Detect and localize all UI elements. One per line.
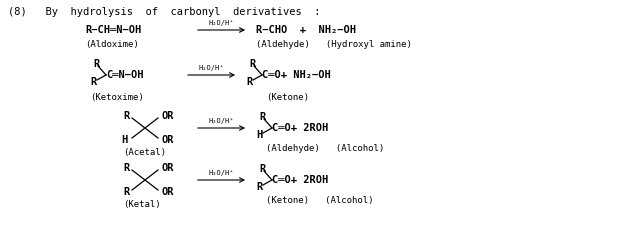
Text: (Ketone): (Ketone) [266,93,309,102]
Text: R: R [259,112,265,122]
Text: R: R [256,182,262,192]
Text: H₂O/H⁺: H₂O/H⁺ [209,170,234,176]
Text: R−CH═N−OH: R−CH═N−OH [85,25,141,35]
Text: C═O+ NH₂−OH: C═O+ NH₂−OH [262,70,331,80]
Text: OR: OR [161,111,174,121]
Text: OR: OR [161,135,174,145]
Text: R: R [249,59,256,69]
Text: OR: OR [161,187,174,197]
Text: R: R [123,163,129,173]
Text: R: R [90,77,96,87]
Text: (Ketoxime): (Ketoxime) [90,93,144,102]
Text: R: R [93,59,100,69]
Text: (8)   By  hydrolysis  of  carbonyl  derivatives  :: (8) By hydrolysis of carbonyl derivative… [8,7,321,17]
Text: (Aldehyde)   (Hydroxyl amine): (Aldehyde) (Hydroxyl amine) [256,40,412,49]
Text: H: H [256,130,262,140]
Text: R: R [123,187,129,197]
Text: C═O+ 2ROH: C═O+ 2ROH [272,175,328,185]
Text: H: H [121,135,127,145]
Text: (Aldehyde)   (Alcohol): (Aldehyde) (Alcohol) [266,144,384,153]
Text: H₂O/H⁺: H₂O/H⁺ [209,118,234,124]
Text: (Ketal): (Ketal) [123,200,160,209]
Text: H₂O/H⁺: H₂O/H⁺ [209,20,234,26]
Text: H₂O/H⁺: H₂O/H⁺ [198,65,224,71]
Text: C═N−OH: C═N−OH [106,70,143,80]
Text: R: R [123,111,129,121]
Text: (Ketone)   (Alcohol): (Ketone) (Alcohol) [266,196,373,205]
Text: OR: OR [161,163,174,173]
Text: R: R [259,164,265,174]
Text: (Aldoxime): (Aldoxime) [85,40,139,49]
Text: R: R [246,77,252,87]
Text: C═O+ 2ROH: C═O+ 2ROH [272,123,328,133]
Text: (Acetal): (Acetal) [123,148,166,157]
Text: R−CHO  +  NH₂−OH: R−CHO + NH₂−OH [256,25,356,35]
